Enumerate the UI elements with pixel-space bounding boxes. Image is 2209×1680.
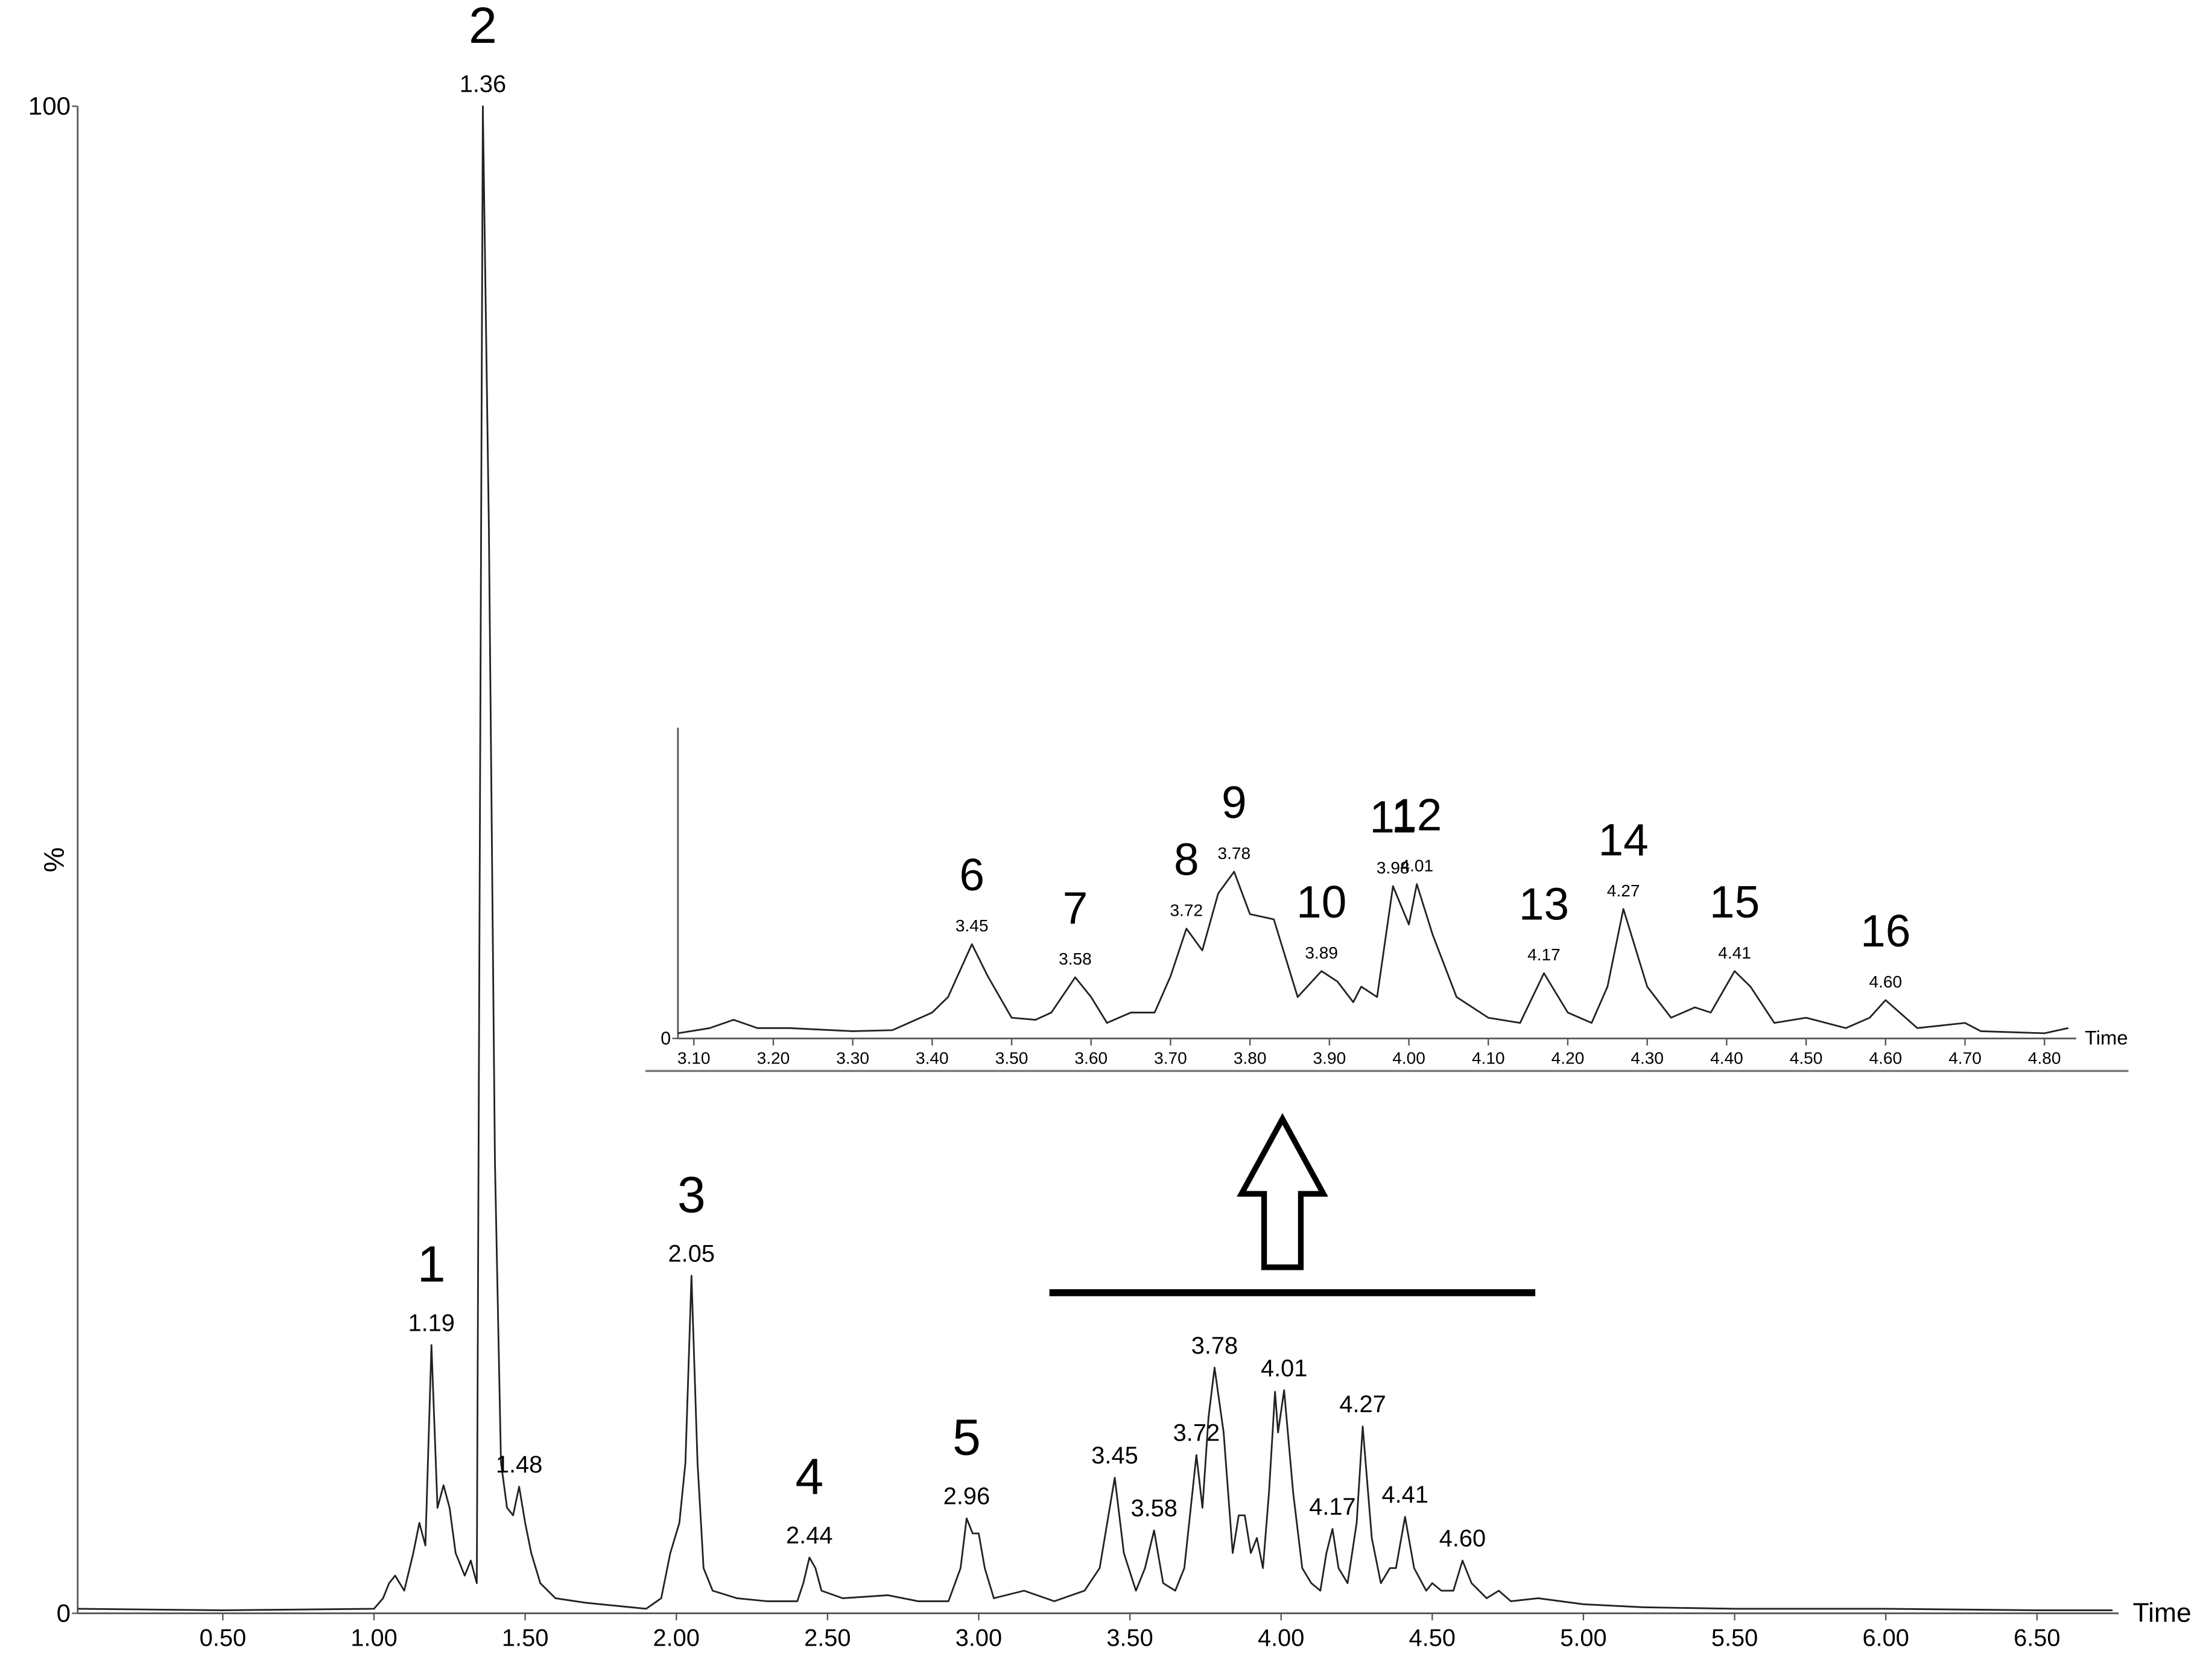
retention-time-label: 4.27 bbox=[1607, 881, 1640, 900]
y-axis-label: % bbox=[38, 847, 69, 872]
retention-time-label: 1.19 bbox=[408, 1310, 454, 1336]
x-tick-label: 6.50 bbox=[2014, 1625, 2060, 1651]
x-tick-label: 3.00 bbox=[956, 1625, 1002, 1651]
retention-time-label: 3.58 bbox=[1059, 949, 1092, 968]
x-tick-label: 3.50 bbox=[1106, 1625, 1153, 1651]
peak-number: 12 bbox=[1392, 790, 1442, 840]
x-tick-label: 3.60 bbox=[1074, 1049, 1108, 1068]
x-tick-label: 3.80 bbox=[1234, 1049, 1267, 1068]
x-tick-label: 4.00 bbox=[1392, 1049, 1425, 1068]
x-tick-label: 3.10 bbox=[677, 1049, 711, 1068]
x-axis-label: Time bbox=[2085, 1026, 2128, 1048]
x-tick-label: 4.00 bbox=[1258, 1625, 1304, 1651]
x-tick-label: 3.90 bbox=[1313, 1049, 1346, 1068]
x-tick-label: 4.50 bbox=[1790, 1049, 1823, 1068]
x-tick-label: 3.20 bbox=[757, 1049, 790, 1068]
x-tick-label: 3.50 bbox=[995, 1049, 1028, 1068]
peak-number: 8 bbox=[1174, 834, 1199, 884]
x-tick-label: 2.00 bbox=[653, 1625, 699, 1651]
x-axis-label: Time bbox=[2133, 1598, 2192, 1628]
x-tick-label: 4.30 bbox=[1631, 1049, 1664, 1068]
retention-time-label: 1.48 bbox=[496, 1451, 542, 1478]
retention-time-label: 3.98 bbox=[1377, 858, 1410, 877]
x-tick-label: 4.60 bbox=[1869, 1049, 1902, 1068]
peak-number: 7 bbox=[1063, 883, 1088, 933]
retention-time-label: 3.45 bbox=[956, 916, 989, 935]
peak-number: 9 bbox=[1222, 777, 1247, 828]
peak-number: 15 bbox=[1710, 876, 1760, 927]
retention-time-label: 3.58 bbox=[1130, 1495, 1177, 1522]
peak-number: 4 bbox=[795, 1448, 823, 1505]
x-tick-label: 3.30 bbox=[836, 1049, 869, 1068]
x-tick-label: 4.80 bbox=[2028, 1049, 2061, 1068]
retention-time-label: 3.72 bbox=[1170, 901, 1203, 919]
retention-time-label: 2.05 bbox=[668, 1240, 715, 1267]
x-tick-label: 5.00 bbox=[1560, 1625, 1606, 1651]
x-tick-label: 0.50 bbox=[200, 1625, 246, 1651]
retention-time-label: 4.17 bbox=[1309, 1494, 1355, 1520]
retention-time-label: 3.45 bbox=[1091, 1442, 1138, 1469]
peak-number: 11 bbox=[1369, 791, 1416, 842]
peak-number: 16 bbox=[1860, 905, 1910, 956]
peak-number: 14 bbox=[1599, 814, 1649, 865]
x-tick-label: 3.40 bbox=[916, 1049, 949, 1068]
retention-time-label: 4.01 bbox=[1400, 857, 1433, 875]
x-tick-label: 4.50 bbox=[1409, 1625, 1456, 1651]
retention-time-label: 4.17 bbox=[1527, 945, 1561, 964]
peak-number: 6 bbox=[959, 849, 984, 900]
x-tick-label: 6.00 bbox=[1862, 1625, 1909, 1651]
zoom-arrow bbox=[1237, 1113, 1328, 1270]
peak-number: 1 bbox=[417, 1235, 446, 1292]
retention-time-label: 4.60 bbox=[1869, 972, 1902, 991]
x-tick-label: 1.50 bbox=[502, 1625, 548, 1651]
retention-time-label: 2.44 bbox=[786, 1523, 832, 1549]
retention-time-label: 4.27 bbox=[1339, 1391, 1386, 1418]
peak-number: 2 bbox=[469, 0, 497, 54]
retention-time-label: 4.41 bbox=[1718, 943, 1751, 962]
retention-time-label: 2.96 bbox=[943, 1483, 990, 1510]
x-tick-label: 4.40 bbox=[1710, 1049, 1743, 1068]
y-tick-label: 0 bbox=[57, 1599, 71, 1627]
retention-time-label: 3.78 bbox=[1217, 844, 1250, 863]
x-tick-label: 1.00 bbox=[350, 1625, 397, 1651]
retention-time-label: 3.72 bbox=[1173, 1420, 1220, 1447]
peak-number: 5 bbox=[952, 1409, 981, 1466]
retention-time-label: 4.60 bbox=[1439, 1526, 1486, 1552]
x-tick-label: 5.50 bbox=[1711, 1625, 1758, 1651]
chromatogram-line bbox=[677, 870, 2069, 1035]
y-tick-label: 100 bbox=[28, 92, 71, 120]
x-tick-label: 3.70 bbox=[1154, 1049, 1187, 1068]
peak-number: 10 bbox=[1296, 876, 1346, 927]
peak-number: 13 bbox=[1519, 878, 1569, 929]
peak-number: 3 bbox=[677, 1166, 706, 1223]
retention-time-label: 3.89 bbox=[1305, 943, 1338, 962]
retention-time-label: 1.36 bbox=[460, 71, 506, 98]
x-tick-label: 4.10 bbox=[1472, 1049, 1505, 1068]
chromatogram-line bbox=[77, 105, 2113, 1611]
x-tick-label: 4.70 bbox=[1948, 1049, 1982, 1068]
x-tick-label: 2.50 bbox=[804, 1625, 851, 1651]
retention-time-label: 3.78 bbox=[1191, 1333, 1238, 1359]
retention-time-label: 4.41 bbox=[1381, 1482, 1428, 1508]
y-tick-label: 0 bbox=[661, 1028, 671, 1048]
retention-time-label: 4.01 bbox=[1261, 1355, 1307, 1381]
x-tick-label: 4.20 bbox=[1551, 1049, 1585, 1068]
